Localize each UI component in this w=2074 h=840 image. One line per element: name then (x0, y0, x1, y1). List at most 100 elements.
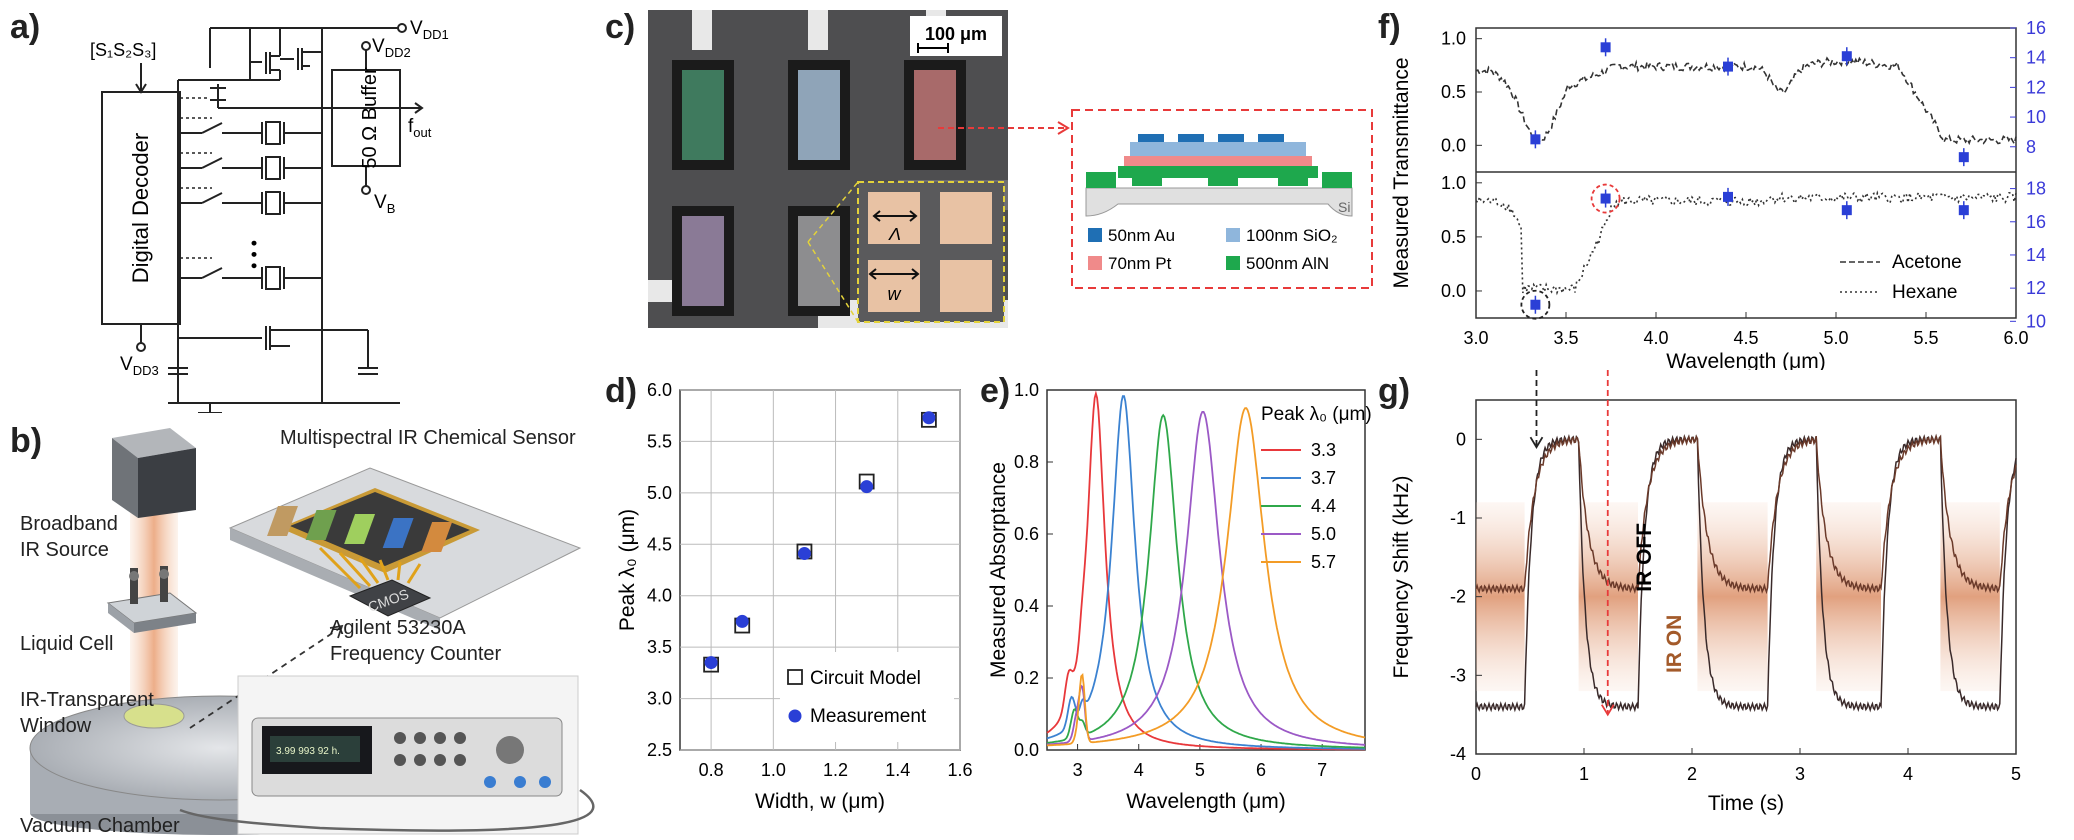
ylabel-f: Measured Transmittance (1390, 57, 1413, 288)
point-measurement (797, 547, 811, 561)
panel-label-e: e) (980, 372, 1011, 410)
tick-right-f-top: 14 (2026, 48, 2046, 68)
tick-y-d: 5.5 (647, 431, 672, 451)
series-line-acetone (1475, 54, 2017, 146)
tick-y-e: 0.4 (1014, 596, 1039, 616)
tick-y-g: -4 (1450, 744, 1466, 764)
tick-x-e: 4 (1134, 760, 1144, 780)
marker-acetone (1841, 51, 1852, 62)
vb-sub: B (387, 201, 396, 216)
tick-x-g: 1 (1579, 764, 1589, 784)
tick-y-e: 0.2 (1014, 668, 1039, 688)
panel-label-b: b) (10, 422, 43, 460)
tick-x-f: 5.5 (1913, 328, 1938, 348)
layer-legend: 50nm Au 100nm SiO₂ 70nm Pt 500nm AlN (1088, 226, 1338, 273)
decoder-label: Digital Decoder (128, 133, 153, 283)
series-line-3.3 (1046, 390, 1365, 751)
tick-right-f-top: 8 (2026, 137, 2036, 157)
legend-title-e: Peak λ₀ (μm) (1261, 404, 1372, 425)
cell-label: Liquid Cell (20, 633, 113, 655)
tick-x-g: 4 (1903, 764, 1913, 784)
series-line-5.0 (1046, 411, 1365, 746)
panel-label-d: d) (605, 372, 638, 410)
si-label: Si (1338, 199, 1350, 215)
tick-right-f-bottom: 16 (2026, 212, 2046, 232)
point-measurement (704, 656, 718, 670)
legend-circuit-model: Circuit Model (810, 668, 921, 689)
panel-label-g: g) (1378, 372, 1411, 410)
marker-acetone (1958, 152, 1969, 163)
tick-y-f-top: 1.0 (1441, 29, 1466, 49)
marker-acetone (1723, 61, 1733, 72)
sensor-board-icon: CMOS (228, 467, 582, 630)
xlabel-g: Time (s) (1708, 792, 1784, 815)
legend-label-5.0: 5.0 (1311, 524, 1336, 544)
tick-y-f-bottom: 0.5 (1441, 227, 1466, 247)
legend-label-5.7: 5.7 (1311, 552, 1336, 572)
tick-right-f-bottom: 10 (2026, 311, 2046, 331)
point-measurement (860, 480, 874, 494)
counter-display: 3.99 993 92 h. (276, 746, 340, 757)
sensor-title: Multispectral IR Chemical Sensor (280, 427, 576, 449)
tick-y-e: 0.6 (1014, 524, 1039, 544)
tick-x-d: 1.2 (823, 760, 848, 780)
tick-right-f-top: 16 (2026, 18, 2046, 38)
vdd1-sub: DD1 (423, 27, 449, 42)
tick-x-f: 4.0 (1643, 328, 1668, 348)
point-measurement (735, 614, 749, 628)
ir-on-glow (1697, 502, 1768, 692)
source-label-1: Broadband (20, 513, 118, 535)
marker-hexane (1600, 193, 1611, 204)
tick-y-e: 0.0 (1014, 740, 1039, 760)
legend-pt: 70nm Pt (1108, 254, 1172, 273)
tick-x-e: 3 (1073, 760, 1083, 780)
tick-y-f-top: 0.5 (1441, 82, 1466, 102)
legend-hexane: Hexane (1892, 282, 1958, 303)
tick-x-d: 1.0 (761, 760, 786, 780)
highlight-circle-3-7 (1590, 183, 1621, 214)
panel-label-a: a) (10, 8, 41, 46)
ir-source-icon (112, 428, 196, 518)
legend-marker-measurement (788, 709, 802, 723)
tick-y-e: 1.0 (1014, 380, 1039, 400)
chart-transmittance: 0.0 0.5 1.0 8 10 12 14 16 0.0 0.5 1.0 10 12 14 16 18 3.0… (1390, 18, 2046, 370)
frequency-counter-icon: 3.99 993 92 h. (237, 675, 579, 835)
legend-acetone: Acetone (1892, 252, 1962, 273)
select-signal-label: [S₁S₂S₃] (90, 40, 156, 60)
ylabel-g: Frequency Shift (kHz) (1390, 475, 1413, 678)
legend-sio2: 100nm SiO₂ (1246, 226, 1338, 245)
legend-swatch-au (1088, 228, 1102, 242)
svg-text:VDD2: VDD2 (372, 36, 411, 60)
legend-au: 50nm Au (1108, 226, 1175, 245)
measurement-setup: CMOS 3.99 993 92 h. Broadband IR Source … (20, 427, 595, 837)
legend-label-3.7: 3.7 (1311, 468, 1336, 488)
scalebar-box (910, 16, 1002, 56)
ylabel-e: Measured Absorptance (987, 462, 1010, 678)
tick-x-f: 6.0 (2003, 328, 2028, 348)
series-line-3.7 (1046, 395, 1365, 750)
window-label-2: Window (20, 715, 92, 737)
tick-y-g: -3 (1450, 665, 1466, 685)
tick-x-d: 1.4 (885, 760, 910, 780)
cmos-chip-icon (348, 579, 432, 617)
cross-section-stack: Si (1085, 134, 1353, 217)
svg-text:VB: VB (374, 192, 395, 216)
vdd2-sub: DD2 (385, 45, 411, 60)
tick-x-g: 3 (1795, 764, 1805, 784)
marker-hexane (1958, 205, 1969, 216)
scalebar-label: 100 μm (925, 24, 987, 44)
tick-x-e: 7 (1317, 760, 1327, 780)
legend-bg-d (780, 652, 954, 742)
tick-y-d: 6.0 (647, 380, 672, 400)
lambda-label: Λ (888, 224, 901, 244)
tick-right-f-bottom: 12 (2026, 278, 2046, 298)
legend-swatch-sio2 (1226, 228, 1240, 242)
arrowhead-3-7 (1600, 704, 1615, 717)
tick-x-d: 0.8 (699, 760, 724, 780)
vdd3-label: V (120, 354, 133, 375)
legend-swatch-aln (1226, 256, 1240, 270)
tick-y-f-bottom: 0.0 (1441, 281, 1466, 301)
xlabel-f: Wavelength (μm) (1666, 350, 1826, 370)
tick-right-f-bottom: 18 (2026, 179, 2046, 199)
marker-acetone (1530, 134, 1541, 145)
